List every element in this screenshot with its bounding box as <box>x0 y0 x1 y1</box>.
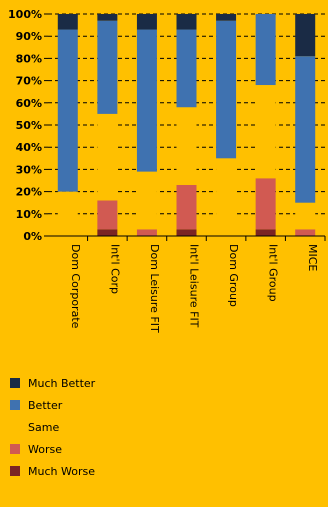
y-tick-label: 60% <box>16 97 42 110</box>
legend-swatch <box>10 422 20 432</box>
legend-swatch <box>10 378 20 388</box>
bar-segment <box>176 14 197 30</box>
legend-swatch <box>10 400 20 410</box>
x-category-label: Int'l Corp <box>108 244 121 294</box>
legend-swatch <box>10 466 20 476</box>
y-tick-label: 0% <box>23 230 42 243</box>
y-tick-label: 70% <box>16 75 42 88</box>
bar-segment <box>216 20 237 159</box>
x-category-label: Int'l Leisure FIT <box>188 244 201 328</box>
bar-segment <box>136 29 157 172</box>
bar-segment <box>97 200 118 230</box>
legend-label: Much Better <box>28 377 96 390</box>
bar-segment <box>295 56 316 203</box>
bar-segment <box>97 14 118 21</box>
bars <box>57 14 316 236</box>
bar-segment <box>97 229 118 236</box>
bar-segment <box>295 202 316 230</box>
bar-segment <box>136 229 157 236</box>
bar-segment <box>57 29 78 192</box>
bar-segment <box>97 113 118 201</box>
bar-segment <box>216 14 237 21</box>
x-axis-categories: Dom Corporate Int'l Corp Dom Leisure FIT In… <box>69 236 326 333</box>
bar-segment <box>295 14 316 57</box>
legend-label: Same <box>28 421 59 434</box>
bar-segment <box>255 85 276 179</box>
legend: Much Better Better Same Worse Much Worse <box>10 377 96 478</box>
bar-segment <box>176 184 197 230</box>
bar-segment <box>255 178 276 230</box>
legend-label: Much Worse <box>28 465 95 478</box>
legend-label: Better <box>28 399 63 412</box>
bar-segment <box>255 14 276 86</box>
y-tick-label: 40% <box>16 141 42 154</box>
y-tick-label: 50% <box>16 119 42 132</box>
bar-segment <box>255 229 276 236</box>
y-tick-label: 80% <box>16 52 42 65</box>
bar-segment <box>176 229 197 236</box>
bar-segment <box>136 171 157 230</box>
y-tick-label: 30% <box>16 163 42 176</box>
legend-swatch <box>10 444 20 454</box>
bar-segment <box>57 191 78 236</box>
x-category-label: Dom Group <box>227 244 240 307</box>
bar-segment <box>295 229 316 236</box>
x-category-label: MICE <box>306 244 319 271</box>
bar-segment <box>57 14 78 30</box>
y-tick-label: 90% <box>16 30 42 43</box>
x-category-label: Dom Corporate <box>69 244 82 329</box>
y-axis-ticks: 0% 10% 20% 30% 40% 50% 60% 70% 80% 90% 100% <box>8 8 48 243</box>
bar-segment <box>176 29 197 108</box>
x-category-label: Dom Leisure FIT <box>148 244 161 333</box>
y-tick-label: 20% <box>16 186 42 199</box>
bar-segment <box>136 14 157 30</box>
legend-label: Worse <box>28 443 62 456</box>
bar-segment <box>176 107 197 185</box>
x-category-label: Int'l Group <box>267 244 280 302</box>
y-tick-label: 100% <box>8 8 42 21</box>
bar-segment <box>216 158 237 236</box>
bar-segment <box>97 20 118 114</box>
y-tick-label: 10% <box>16 208 42 221</box>
